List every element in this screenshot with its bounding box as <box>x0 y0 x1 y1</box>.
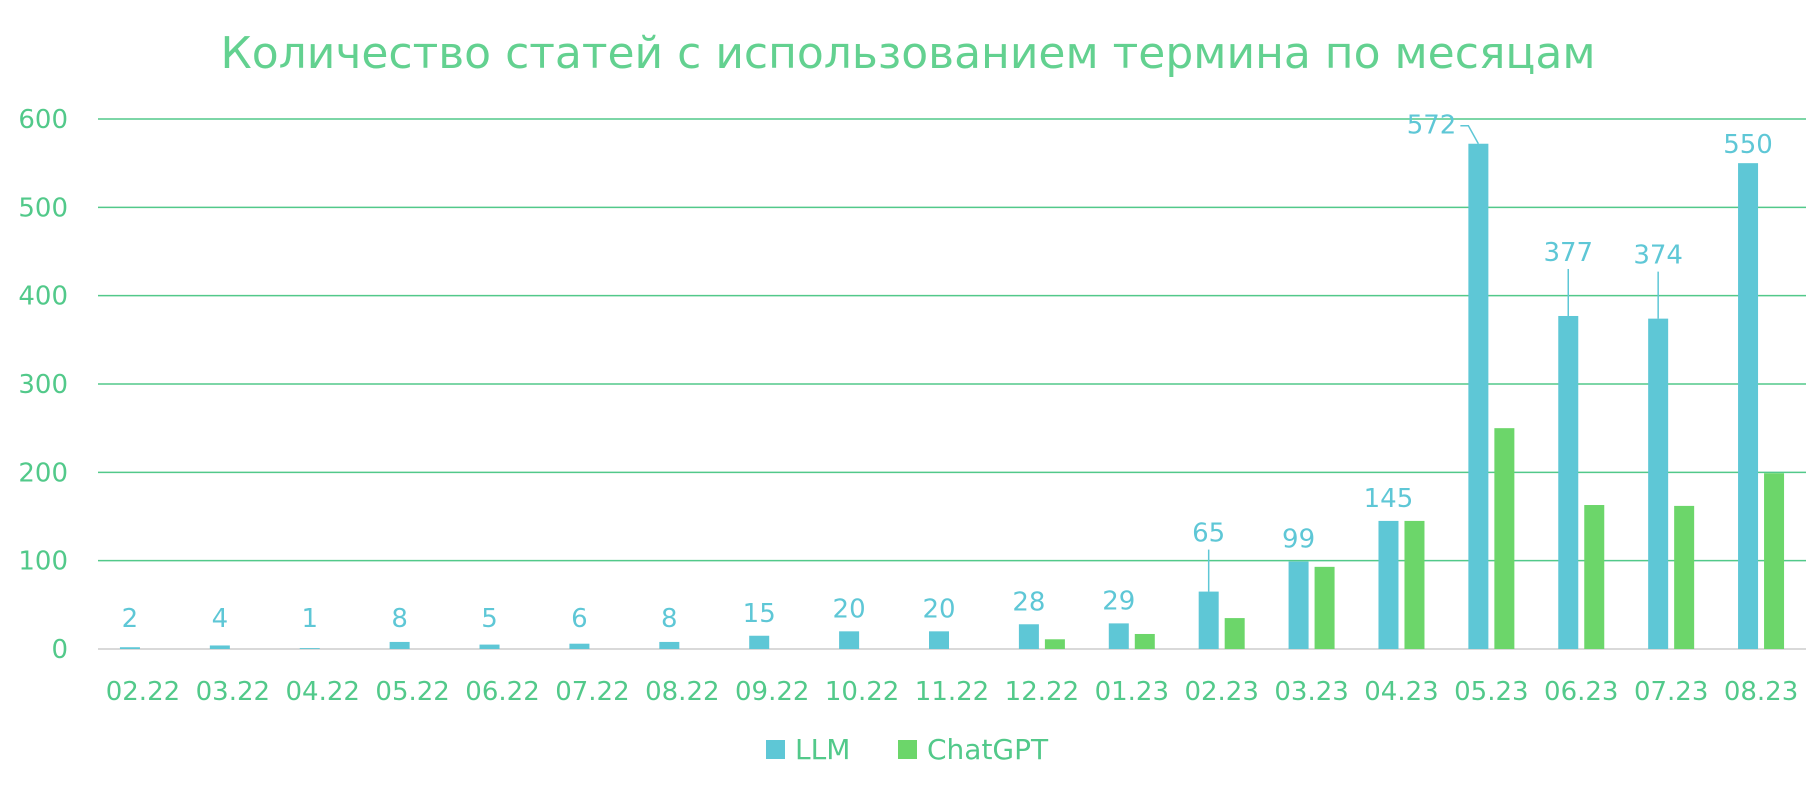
x-tick-label: 05.22 <box>375 677 449 707</box>
bar-chatgpt-04.23 <box>1404 520 1425 649</box>
y-tick-label: 300 <box>18 370 68 400</box>
bar-llm-01.23 <box>1108 623 1129 649</box>
x-tick-label: 08.22 <box>645 677 719 707</box>
legend-label-llm: LLM <box>795 733 850 766</box>
data-label-llm-03.23: 99 <box>1282 525 1315 555</box>
x-tick-label: 10.22 <box>825 677 899 707</box>
data-label-llm-10.22: 20 <box>833 594 866 624</box>
bar-chatgpt-12.22 <box>1044 639 1065 649</box>
bar-chatgpt-08.23 <box>1764 473 1785 649</box>
data-label-llm-08.22: 8 <box>661 604 678 634</box>
data-label-llm-07.23: 374 <box>1633 241 1683 271</box>
bar-llm-03.22 <box>209 645 230 649</box>
x-tick-label: 03.22 <box>196 677 270 707</box>
x-axis-ticks: 02.22 03.22 04.22 05.22 06.22 07.22 08.22 09.22… <box>106 677 1799 707</box>
data-label-llm-01.23: 29 <box>1102 586 1135 616</box>
x-tick-label: 05.23 <box>1454 677 1528 707</box>
legend: LLM ChatGPT <box>766 733 1049 766</box>
x-tick-label: 09.22 <box>735 677 809 707</box>
y-tick-label: 0 <box>51 635 68 665</box>
bar-llm-10.22 <box>839 631 860 649</box>
bar-llm-08.22 <box>659 641 680 649</box>
x-tick-label: 06.23 <box>1544 677 1618 707</box>
legend-swatch-chatgpt <box>898 740 917 759</box>
x-tick-label: 04.23 <box>1364 677 1438 707</box>
y-tick-label: 100 <box>18 547 68 577</box>
bar-llm-05.23 <box>1468 143 1489 649</box>
x-tick-label: 08.23 <box>1724 677 1798 707</box>
x-tick-label: 07.23 <box>1634 677 1708 707</box>
bar-chatgpt-02.23 <box>1224 618 1245 649</box>
y-tick-label: 200 <box>18 458 68 488</box>
bar-llm-11.22 <box>929 631 949 649</box>
bar-chatgpt-06.23 <box>1584 505 1605 649</box>
data-label-llm-04.23: 145 <box>1364 484 1414 514</box>
data-label-llm-09.22: 15 <box>743 599 776 629</box>
bar-llm-02.23 <box>1198 591 1219 649</box>
x-tick-label: 02.22 <box>106 677 180 707</box>
bar-chatgpt-01.23 <box>1134 633 1155 649</box>
data-label-llm-07.22: 6 <box>571 604 588 634</box>
bar-llm-07.23 <box>1648 318 1669 649</box>
bar-llm-04.22 <box>299 648 320 649</box>
bar-llm-09.22 <box>749 635 770 649</box>
data-label-llm-03.22: 4 <box>212 604 229 634</box>
bar-llm-05.22 <box>389 641 410 649</box>
bar-chatgpt-05.23 <box>1494 428 1515 649</box>
y-tick-label: 600 <box>18 105 68 135</box>
leader-line <box>1460 124 1480 145</box>
x-tick-label: 07.22 <box>555 677 629 707</box>
bar-llm-06.22 <box>479 644 500 649</box>
data-label-llm-04.22: 1 <box>301 604 318 634</box>
bar-chatgpt-07.23 <box>1674 505 1695 649</box>
data-label-llm-02.23: 65 <box>1192 519 1225 549</box>
data-label-llm-11.22: 20 <box>922 594 955 624</box>
bar-llm-04.23 <box>1378 520 1399 649</box>
data-label-llm-05.23: 572 <box>1407 111 1457 141</box>
data-label-llm-05.22: 8 <box>391 604 408 634</box>
bar-llm-03.23 <box>1288 561 1309 649</box>
grid-lines <box>98 118 1806 650</box>
bar-llm-08.23 <box>1738 163 1759 649</box>
x-tick-label: 06.22 <box>465 677 539 707</box>
bar-llm-07.22 <box>569 643 590 649</box>
x-tick-label: 12.22 <box>1005 677 1079 707</box>
bar-llm-06.23 <box>1558 315 1579 649</box>
bar-chatgpt-03.23 <box>1314 566 1335 649</box>
data-label-llm-08.23: 550 <box>1723 130 1773 160</box>
bar-llm-12.22 <box>1018 624 1039 649</box>
legend-swatch-llm <box>766 740 785 759</box>
bars <box>119 143 1785 649</box>
x-tick-label: 03.23 <box>1274 677 1348 707</box>
chart-title: Количество статей с использованием терми… <box>220 28 1595 79</box>
x-tick-label: 01.23 <box>1095 677 1169 707</box>
legend-label-chatgpt: ChatGPT <box>927 733 1049 766</box>
data-label-llm-02.22: 2 <box>122 604 139 634</box>
data-labels: 2 4 1 8 5 6 8 15 20 20 28 29 65 99 145 572 377 374 550 <box>122 111 1773 634</box>
bar-llm-02.22 <box>119 647 140 649</box>
data-label-llm-06.22: 5 <box>481 604 498 634</box>
y-tick-label: 400 <box>18 282 68 312</box>
y-axis-ticks: 0 100 200 300 400 500 600 <box>18 105 68 665</box>
y-tick-label: 500 <box>18 193 68 223</box>
x-tick-label: 02.23 <box>1184 677 1258 707</box>
x-tick-label: 04.22 <box>286 677 360 707</box>
data-label-llm-12.22: 28 <box>1012 587 1045 617</box>
data-label-llm-06.23: 377 <box>1543 238 1593 268</box>
x-tick-label: 11.22 <box>915 677 989 707</box>
